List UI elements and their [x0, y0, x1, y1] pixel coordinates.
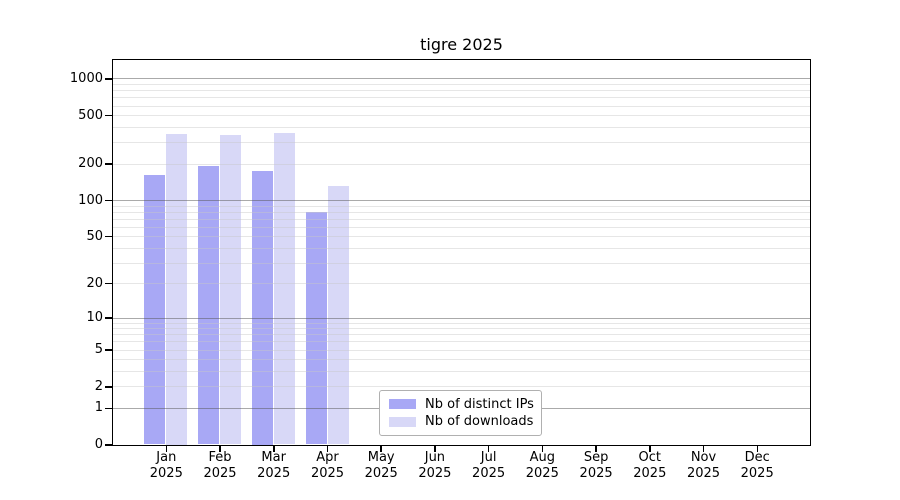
y-tick-label: 20 — [86, 275, 103, 291]
legend-item-downloads: Nb of downloads — [389, 414, 535, 429]
y-tick-mark — [105, 199, 113, 202]
x-tick-label: Sep 2025 — [579, 450, 613, 481]
x-tick-mark — [273, 446, 275, 452]
bars-layer — [113, 60, 810, 445]
y-tick-mark — [105, 407, 113, 409]
y-tick-label: 500 — [78, 107, 103, 123]
x-tick-label: Nov 2025 — [686, 450, 721, 481]
y-tick-label: 2 — [94, 378, 103, 394]
y-tick-mark — [105, 444, 113, 446]
bar-downloads-0 — [166, 134, 188, 445]
y-tick-label: 1 — [94, 400, 103, 416]
legend: Nb of distinct IPs Nb of downloads — [379, 390, 542, 436]
bar-downloads-1 — [220, 134, 241, 445]
x-tick-mark — [649, 446, 651, 452]
bar-downloads-2 — [273, 133, 295, 445]
x-tick-mark — [702, 446, 705, 452]
y-tick-label: 5 — [94, 342, 103, 358]
y-tick-label: 0 — [94, 437, 103, 452]
y-tick-label: 100 — [78, 192, 103, 208]
y-tick-label: 1000 — [69, 70, 103, 86]
x-tick-label: Dec 2025 — [740, 450, 774, 481]
y-tick-mark — [105, 317, 113, 319]
x-tick-label: Feb 2025 — [203, 450, 237, 481]
x-tick-mark — [219, 446, 221, 452]
bar-distinct-ips-3 — [305, 211, 327, 445]
y-tick-mark — [105, 386, 113, 388]
x-tick-label: Jun 2025 — [418, 450, 452, 481]
x-tick-mark — [756, 446, 758, 452]
x-tick-label: Oct 2025 — [633, 450, 667, 481]
y-tick-mark — [105, 114, 113, 117]
x-tick-mark — [326, 446, 329, 452]
plot-area — [111, 58, 811, 446]
legend-label-distinct-ips: Nb of distinct IPs — [425, 396, 534, 412]
x-tick-label: May 2025 — [364, 450, 398, 481]
x-tick-mark — [165, 446, 168, 452]
x-tick-mark — [434, 446, 436, 452]
y-tick-mark — [105, 78, 113, 80]
chart-title: tigre 2025 — [420, 35, 503, 54]
y-tick-label: 50 — [86, 228, 103, 244]
y-tick-mark — [105, 349, 113, 351]
x-tick-label: Aug 2025 — [525, 450, 559, 481]
x-tick-mark — [487, 446, 490, 452]
x-tick-label: Jul 2025 — [472, 450, 506, 481]
x-tick-mark — [595, 446, 597, 452]
x-tick-mark — [380, 446, 382, 452]
bar-distinct-ips-1 — [198, 166, 219, 445]
y-tick-mark — [105, 163, 113, 165]
bar-downloads-3 — [327, 186, 349, 445]
bar-distinct-ips-0 — [144, 175, 166, 445]
y-tick-mark — [105, 235, 113, 238]
x-tick-label: Apr 2025 — [310, 450, 345, 481]
y-tick-label: 10 — [86, 310, 103, 325]
x-tick-label: Jan 2025 — [149, 450, 183, 481]
legend-item-distinct-ips: Nb of distinct IPs — [389, 397, 535, 412]
x-tick-label: Mar 2025 — [257, 450, 291, 481]
legend-label-downloads: Nb of downloads — [425, 414, 534, 430]
bar-distinct-ips-2 — [251, 170, 273, 445]
legend-swatch-downloads — [389, 416, 416, 427]
legend-swatch-distinct-ips — [389, 399, 416, 410]
y-tick-label: 200 — [78, 156, 103, 171]
y-tick-mark — [105, 282, 113, 285]
x-tick-mark — [541, 446, 544, 452]
